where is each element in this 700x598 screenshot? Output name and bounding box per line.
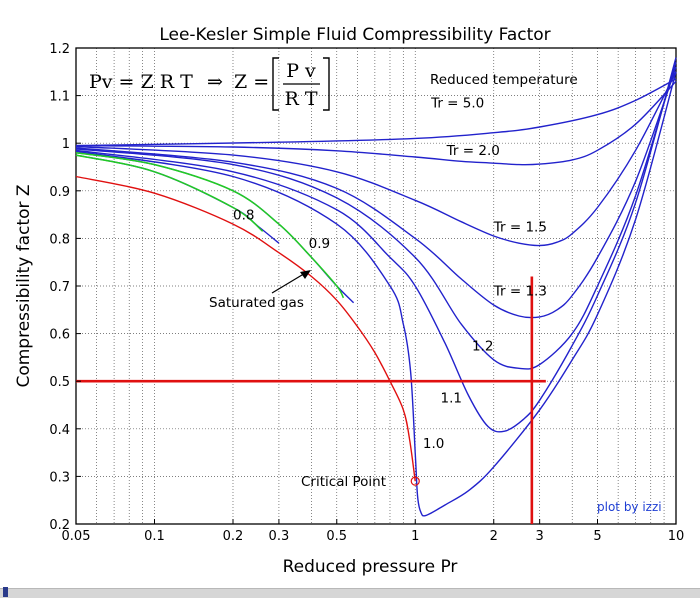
y-tick-label: 1.1 (49, 90, 70, 105)
y-tick-label: 0.3 (49, 470, 70, 485)
curve-label: Tr = 2.0 (446, 143, 500, 159)
y-tick-label: 0.4 (49, 423, 70, 438)
data-marks (75, 57, 677, 524)
saturated-gas-label: Saturated gas (209, 295, 304, 311)
credit-text: plot by izzi (597, 500, 662, 514)
legend-title: Reduced temperature (430, 72, 578, 88)
equation-denominator: R T (284, 88, 317, 110)
equation-lhs: Pv = Z R T (89, 71, 193, 93)
equation-numerator: P v (286, 60, 316, 82)
axis-ticks: 0.05 0.1 0.2 0.3 0.5 1 2 3 5 10 0.2 0.3 0.4 0.5 0.6 0.7… (49, 42, 684, 544)
isotherm-line (75, 57, 677, 433)
isotherm-line (75, 80, 677, 166)
chart-title: Lee-Kesler Simple Fluid Compressibility … (159, 25, 550, 45)
curve-labels: Tr = 5.0 Tr = 2.0 Tr = 1.5 Tr = 1.3 1.2 1.1 1.… (233, 96, 547, 452)
x-tick-label: 2 (490, 529, 498, 544)
curve-label: Tr = 5.0 (430, 96, 484, 112)
x-axis-title: Reduced pressure Pr (283, 557, 458, 577)
saturated-gas-arrow (271, 271, 308, 294)
x-tick-label: 0.2 (223, 529, 244, 544)
y-tick-label: 1.2 (49, 42, 70, 57)
y-axis-title: Compressibility factor Z (14, 184, 34, 387)
grid (76, 48, 676, 524)
y-tick-label: 1 (62, 137, 70, 152)
isotherm-line (75, 78, 677, 147)
saturated-gas-line (75, 175, 416, 482)
equation-z: Z = (234, 71, 269, 93)
saturated-gas-arrowhead (300, 270, 311, 279)
isotherm-line (75, 66, 677, 319)
y-tick-label: 0.8 (49, 232, 70, 247)
window-status-bar (0, 588, 700, 598)
y-tick-label: 0.7 (49, 280, 70, 295)
curve-label: Tr = 1.5 (493, 219, 547, 235)
curve-label: 0.9 (309, 236, 330, 252)
curve-label: 0.8 (233, 207, 254, 223)
x-tick-label: 0.05 (62, 529, 91, 544)
equation: Pv = Z R T ⇒ Z = P v R T (89, 57, 330, 111)
curve-label: 1.1 (441, 391, 462, 407)
critical-point-label: Critical Point (301, 474, 386, 490)
subcritical-line (75, 154, 264, 232)
curve-label: Tr = 1.3 (493, 284, 547, 300)
y-tick-label: 0.5 (49, 375, 70, 390)
critical-point-marker (410, 476, 420, 486)
window-status-marker (3, 587, 8, 597)
equation-right-bracket (323, 57, 330, 111)
x-tick-label: 1 (411, 529, 419, 544)
isotherm-line (75, 71, 677, 247)
x-tick-label: 5 (593, 529, 601, 544)
subcritical-line (75, 151, 345, 299)
x-tick-label: 0.1 (144, 529, 165, 544)
x-tick-label: 0.3 (269, 529, 290, 544)
x-tick-label: 3 (536, 529, 544, 544)
equation-arrow: ⇒ (207, 71, 223, 93)
isotherm-line (75, 71, 677, 517)
y-tick-label: 0.6 (49, 328, 70, 343)
y-tick-label: 0.2 (49, 518, 70, 533)
curve-label: 1.0 (423, 436, 444, 452)
x-tick-label: 10 (668, 529, 685, 544)
equation-left-bracket (272, 57, 279, 111)
y-tick-label: 0.9 (49, 185, 70, 200)
isotherm-line (75, 62, 677, 370)
curve-label: 1.2 (472, 338, 493, 354)
x-tick-label: 0.5 (326, 529, 347, 544)
